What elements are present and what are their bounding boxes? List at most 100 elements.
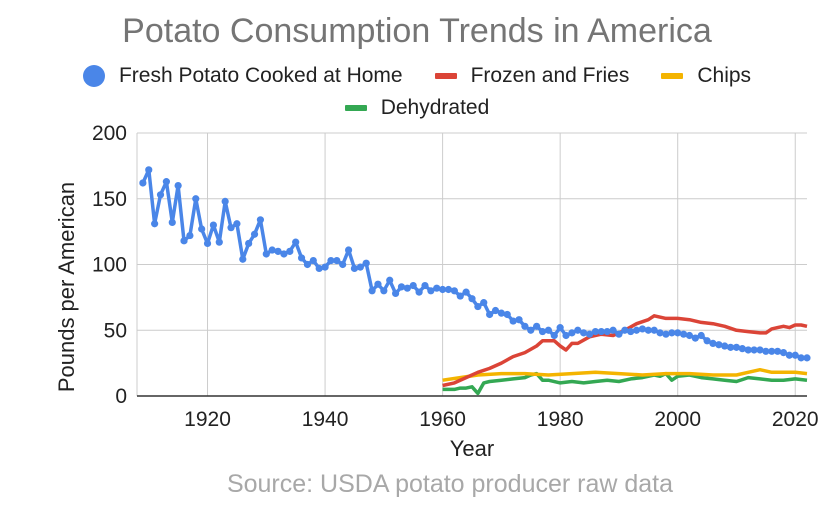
data-point[interactable] bbox=[497, 309, 505, 317]
data-point[interactable] bbox=[591, 327, 600, 336]
data-point[interactable] bbox=[256, 216, 265, 224]
data-point[interactable] bbox=[768, 347, 776, 355]
data-point[interactable] bbox=[292, 238, 300, 246]
data-point[interactable] bbox=[521, 322, 529, 330]
data-point[interactable] bbox=[650, 326, 658, 334]
data-point[interactable] bbox=[380, 287, 388, 295]
data-point[interactable] bbox=[662, 330, 670, 338]
data-point[interactable] bbox=[450, 287, 458, 295]
data-point[interactable] bbox=[568, 329, 576, 337]
data-point[interactable] bbox=[550, 331, 558, 340]
data-point[interactable] bbox=[486, 310, 494, 319]
data-point[interactable] bbox=[339, 260, 347, 269]
data-point[interactable] bbox=[433, 284, 441, 292]
data-point[interactable] bbox=[156, 191, 165, 199]
data-point[interactable] bbox=[180, 237, 188, 245]
data-point[interactable] bbox=[797, 354, 805, 362]
data-point[interactable] bbox=[227, 224, 235, 232]
data-point[interactable] bbox=[162, 178, 170, 186]
data-point[interactable] bbox=[597, 327, 605, 336]
data-point[interactable] bbox=[139, 179, 147, 187]
data-point[interactable] bbox=[421, 281, 429, 290]
data-point[interactable] bbox=[627, 327, 635, 336]
data-point[interactable] bbox=[368, 287, 376, 295]
data-point[interactable] bbox=[268, 246, 276, 254]
data-point[interactable] bbox=[192, 195, 200, 203]
data-point[interactable] bbox=[621, 326, 629, 334]
data-point[interactable] bbox=[474, 302, 482, 311]
series-line-chips[interactable] bbox=[442, 367, 808, 382]
data-point[interactable] bbox=[750, 346, 758, 354]
data-point[interactable] bbox=[350, 264, 359, 273]
data-point[interactable] bbox=[427, 287, 435, 295]
data-point[interactable] bbox=[297, 254, 306, 262]
data-point[interactable] bbox=[691, 334, 699, 342]
data-point[interactable] bbox=[374, 280, 382, 288]
data-point[interactable] bbox=[151, 220, 159, 228]
data-point[interactable] bbox=[774, 347, 782, 355]
data-point[interactable] bbox=[491, 306, 500, 315]
data-point[interactable] bbox=[250, 230, 259, 238]
data-point[interactable] bbox=[732, 343, 741, 351]
data-point[interactable] bbox=[239, 255, 247, 263]
data-point[interactable] bbox=[574, 326, 582, 334]
data-point[interactable] bbox=[668, 329, 676, 337]
legend-item-fresh[interactable]: Fresh Potato Cooked at Home bbox=[82, 64, 403, 88]
data-point[interactable] bbox=[221, 197, 229, 205]
data-point[interactable] bbox=[409, 281, 417, 290]
data-point[interactable] bbox=[632, 326, 641, 334]
data-point[interactable] bbox=[580, 329, 588, 337]
data-point[interactable] bbox=[679, 330, 688, 338]
data-point[interactable] bbox=[762, 347, 770, 355]
data-point[interactable] bbox=[533, 322, 541, 330]
data-point[interactable] bbox=[327, 256, 335, 265]
data-point[interactable] bbox=[444, 285, 453, 294]
data-point[interactable] bbox=[779, 349, 788, 357]
data-point[interactable] bbox=[544, 326, 553, 334]
data-point[interactable] bbox=[603, 327, 611, 336]
data-point[interactable] bbox=[315, 264, 323, 273]
data-point[interactable] bbox=[203, 239, 212, 248]
data-point[interactable] bbox=[726, 343, 735, 351]
data-point[interactable] bbox=[715, 341, 723, 349]
data-point[interactable] bbox=[556, 324, 564, 332]
data-point[interactable] bbox=[333, 256, 341, 265]
data-point[interactable] bbox=[585, 330, 594, 338]
data-point[interactable] bbox=[791, 351, 799, 359]
series-line-frozen-and-fries[interactable] bbox=[442, 314, 808, 388]
data-point[interactable] bbox=[233, 220, 241, 228]
data-point[interactable] bbox=[209, 221, 218, 229]
data-point[interactable] bbox=[198, 225, 206, 233]
data-point[interactable] bbox=[274, 247, 282, 255]
data-point[interactable] bbox=[286, 247, 294, 255]
data-point[interactable] bbox=[145, 166, 153, 174]
data-point[interactable] bbox=[480, 299, 488, 307]
data-point[interactable] bbox=[468, 295, 476, 303]
data-point[interactable] bbox=[362, 259, 370, 267]
data-point[interactable] bbox=[803, 354, 811, 362]
data-point[interactable] bbox=[756, 346, 764, 354]
data-point[interactable] bbox=[527, 326, 535, 334]
data-point[interactable] bbox=[245, 239, 253, 248]
data-point[interactable] bbox=[685, 331, 694, 340]
data-point[interactable] bbox=[638, 325, 647, 333]
data-point[interactable] bbox=[709, 339, 717, 347]
data-point[interactable] bbox=[738, 345, 746, 353]
data-point[interactable] bbox=[562, 331, 570, 340]
data-point[interactable] bbox=[386, 276, 394, 284]
data-point[interactable] bbox=[397, 283, 406, 291]
data-point[interactable] bbox=[215, 238, 223, 246]
legend-item-frozen[interactable]: Frozen and Fries bbox=[434, 64, 629, 88]
legend-item-dehydrated[interactable]: Dehydrated bbox=[344, 96, 489, 120]
data-point[interactable] bbox=[168, 218, 176, 227]
data-point[interactable] bbox=[309, 256, 317, 265]
data-point[interactable] bbox=[174, 182, 182, 190]
data-point[interactable] bbox=[415, 288, 423, 296]
data-point[interactable] bbox=[703, 337, 711, 345]
data-point[interactable] bbox=[439, 285, 447, 294]
data-point[interactable] bbox=[356, 263, 364, 271]
data-point[interactable] bbox=[344, 246, 353, 254]
data-point[interactable] bbox=[615, 330, 623, 338]
data-point[interactable] bbox=[697, 331, 705, 340]
data-point[interactable] bbox=[280, 250, 288, 258]
